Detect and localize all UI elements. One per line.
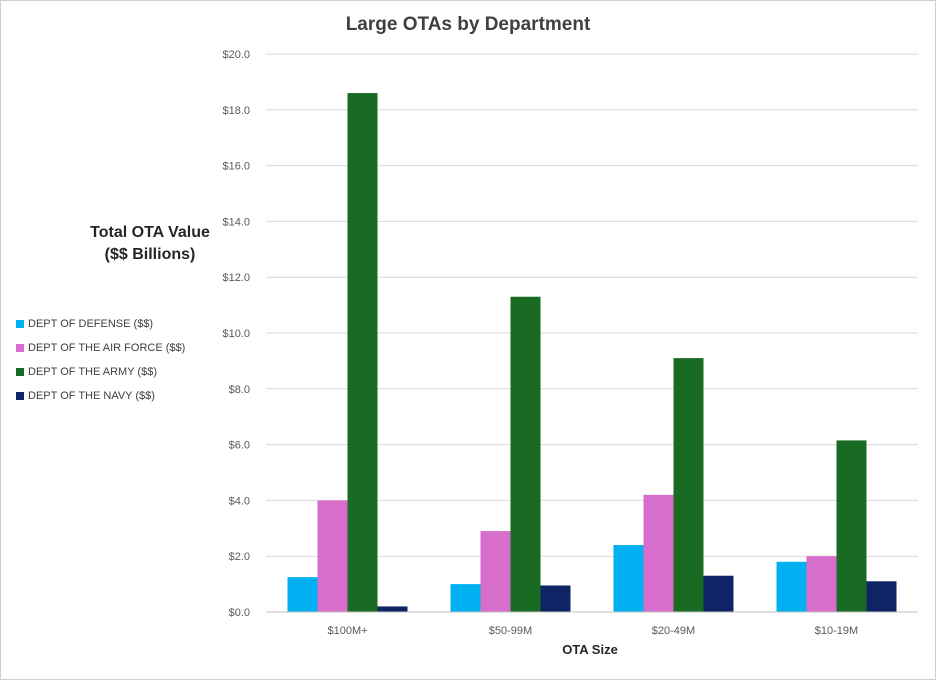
bar bbox=[703, 575, 734, 612]
legend-swatch-air-force bbox=[16, 344, 24, 352]
y-tick-label: $6.0 bbox=[229, 440, 250, 452]
chart-title: Large OTAs by Department bbox=[345, 14, 591, 35]
y-tick-label: $8.0 bbox=[229, 384, 250, 396]
bar bbox=[377, 606, 408, 612]
x-tick-label: $20-49M bbox=[652, 625, 695, 637]
legend-label-army: DEPT OF THE ARMY ($$) bbox=[28, 366, 157, 378]
bar bbox=[450, 584, 481, 612]
legend-swatch-defense bbox=[16, 320, 24, 328]
bar bbox=[776, 561, 807, 612]
legend-swatch-navy bbox=[16, 392, 24, 400]
x-tick-label: $100M+ bbox=[327, 625, 367, 637]
bar bbox=[317, 500, 348, 612]
y-axis-label: Total OTA Value ($$ Billions) bbox=[60, 222, 240, 266]
bar bbox=[540, 585, 571, 612]
y-tick-label: $0.0 bbox=[229, 607, 250, 619]
bar bbox=[643, 494, 674, 612]
bar bbox=[287, 577, 318, 612]
legend-item-defense: DEPT OF DEFENSE ($$) bbox=[16, 312, 185, 336]
y-tick-label: $16.0 bbox=[222, 161, 250, 173]
bar bbox=[347, 93, 378, 612]
y-tick-label: $20.0 bbox=[222, 49, 250, 61]
legend-label-navy: DEPT OF THE NAVY ($$) bbox=[28, 390, 155, 402]
x-tick-label: $50-99M bbox=[489, 625, 532, 637]
y-tick-label: $10.0 bbox=[222, 328, 250, 340]
legend-label-defense: DEPT OF DEFENSE ($$) bbox=[28, 318, 154, 330]
bar bbox=[806, 556, 837, 612]
legend-label-air-force: DEPT OF THE AIR FORCE ($$) bbox=[28, 342, 186, 354]
legend-item-navy: DEPT OF THE NAVY ($$) bbox=[16, 384, 185, 408]
y-axis-label-line-1: Total OTA Value bbox=[90, 224, 210, 241]
bar bbox=[673, 358, 704, 612]
bar bbox=[836, 440, 867, 612]
bar bbox=[866, 581, 897, 612]
legend: DEPT OF DEFENSE ($$) DEPT OF THE AIR FOR… bbox=[16, 312, 185, 408]
y-tick-label: $12.0 bbox=[222, 272, 250, 284]
x-tick-label: $10-19M bbox=[815, 625, 858, 637]
legend-item-army: DEPT OF THE ARMY ($$) bbox=[16, 360, 185, 384]
y-tick-label: $2.0 bbox=[229, 551, 250, 563]
legend-swatch-army bbox=[16, 368, 24, 376]
x-axis-label: OTA Size bbox=[562, 642, 618, 657]
y-tick-label: $18.0 bbox=[222, 105, 250, 117]
y-tick-label: $14.0 bbox=[222, 216, 250, 228]
bar bbox=[613, 545, 644, 612]
bar bbox=[480, 531, 511, 612]
legend-item-air-force: DEPT OF THE AIR FORCE ($$) bbox=[16, 336, 185, 360]
y-tick-label: $4.0 bbox=[229, 495, 250, 507]
y-axis-label-line-2: ($$ Billions) bbox=[104, 246, 196, 263]
bar bbox=[510, 296, 541, 612]
